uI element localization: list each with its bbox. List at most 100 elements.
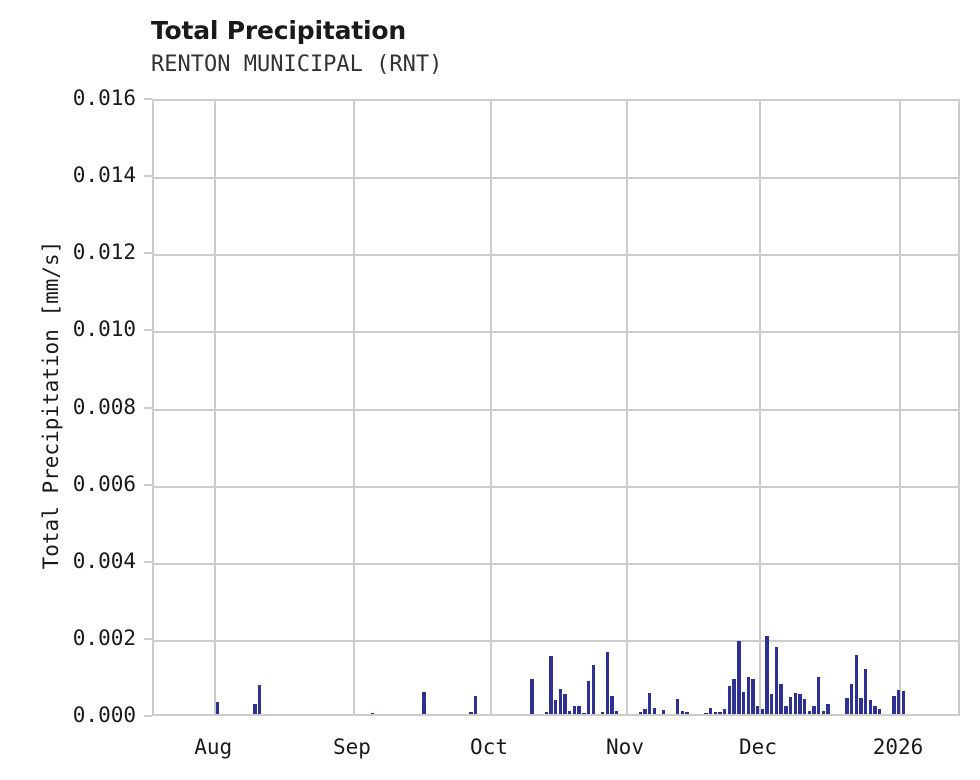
bar bbox=[713, 711, 718, 714]
bar bbox=[765, 635, 769, 714]
bar bbox=[553, 699, 558, 714]
bar bbox=[615, 711, 619, 714]
bar bbox=[845, 698, 849, 714]
y-axis-tick-mark bbox=[144, 98, 152, 100]
bar bbox=[469, 712, 473, 714]
gridline-vertical bbox=[352, 101, 355, 714]
bar bbox=[544, 712, 548, 714]
bar bbox=[530, 678, 534, 714]
gridline-horizontal bbox=[154, 562, 958, 565]
x-axis-tick-label: Nov bbox=[606, 735, 644, 759]
y-axis-tick-label: 0.014 bbox=[72, 163, 136, 188]
y-axis-tick-label: 0.008 bbox=[72, 394, 136, 419]
x-axis-tick-label: Dec bbox=[739, 735, 777, 759]
y-axis-tick-label: 0.016 bbox=[72, 86, 136, 110]
bar bbox=[370, 712, 375, 714]
bar bbox=[868, 699, 873, 714]
y-axis-tick-label: 0.012 bbox=[72, 240, 136, 265]
gridline-vertical bbox=[759, 101, 761, 714]
bar bbox=[685, 712, 689, 714]
bar bbox=[784, 705, 788, 714]
bar bbox=[821, 710, 826, 714]
bar bbox=[563, 693, 567, 714]
bar bbox=[610, 696, 614, 714]
gridline-vertical bbox=[899, 101, 902, 714]
bar bbox=[422, 692, 426, 714]
bar bbox=[582, 712, 586, 714]
bar bbox=[549, 656, 553, 714]
bar bbox=[788, 696, 793, 714]
bar bbox=[770, 693, 774, 714]
bar bbox=[774, 646, 779, 714]
gridline-vertical bbox=[626, 101, 628, 714]
y-axis-tick-mark bbox=[144, 483, 152, 486]
y-axis-tick-label: 0.010 bbox=[72, 317, 136, 342]
x-axis-tick-label: Aug bbox=[194, 735, 233, 759]
y-axis-tick-mark bbox=[144, 252, 152, 255]
bar bbox=[798, 694, 802, 714]
bar bbox=[760, 708, 765, 714]
bar bbox=[896, 689, 901, 714]
bar bbox=[652, 708, 656, 714]
gridline-horizontal bbox=[154, 485, 958, 488]
bar bbox=[859, 698, 863, 714]
bar bbox=[901, 691, 905, 714]
bar bbox=[849, 684, 854, 714]
bar bbox=[704, 712, 708, 714]
bar bbox=[723, 709, 727, 714]
bar bbox=[643, 709, 647, 714]
bar bbox=[779, 683, 783, 714]
y-axis-tick-mark bbox=[144, 329, 152, 332]
plot-area bbox=[152, 99, 960, 716]
plot-inner bbox=[154, 101, 958, 714]
gridline-vertical bbox=[214, 101, 217, 714]
y-axis-tick-label: 0.002 bbox=[72, 625, 136, 650]
bar bbox=[826, 703, 830, 714]
bar bbox=[746, 676, 750, 714]
bar bbox=[568, 710, 572, 714]
bar bbox=[605, 651, 609, 714]
bar bbox=[864, 669, 868, 714]
x-axis-tick-label: 2026 bbox=[872, 735, 924, 759]
y-axis-tick-mark bbox=[144, 406, 152, 409]
x-axis-tick-label: Oct bbox=[470, 735, 508, 759]
bar bbox=[741, 692, 746, 714]
gridline-vertical bbox=[490, 101, 493, 714]
y-axis-tick-label: 0.000 bbox=[72, 703, 136, 727]
bar bbox=[647, 692, 652, 714]
bar bbox=[878, 709, 882, 714]
bar bbox=[572, 705, 577, 714]
y-axis-tick-mark bbox=[144, 560, 152, 563]
bar bbox=[718, 712, 722, 714]
bar bbox=[802, 698, 807, 714]
bar bbox=[751, 678, 755, 714]
y-axis-tick-mark bbox=[144, 637, 152, 640]
bar bbox=[817, 676, 821, 714]
y-axis-tick-mark bbox=[144, 175, 152, 178]
y-axis-tick-label: 0.004 bbox=[72, 548, 136, 573]
chart-subtitle: RENTON MUNICIPAL (RNT) bbox=[151, 52, 443, 77]
gridline-horizontal bbox=[154, 254, 958, 257]
bar bbox=[600, 711, 605, 714]
bar bbox=[812, 705, 816, 714]
page-title: Total Precipitation bbox=[151, 16, 406, 45]
bar bbox=[474, 696, 478, 714]
bar bbox=[680, 710, 685, 714]
bar bbox=[793, 692, 797, 714]
bar bbox=[732, 678, 736, 714]
gridline-horizontal bbox=[154, 331, 958, 334]
bar bbox=[676, 698, 680, 714]
gridline-horizontal bbox=[154, 408, 958, 411]
bar bbox=[854, 655, 858, 714]
bar bbox=[638, 711, 642, 714]
bar bbox=[253, 703, 257, 714]
bar bbox=[807, 710, 811, 714]
bar bbox=[558, 688, 563, 714]
bar bbox=[577, 705, 581, 714]
bar bbox=[591, 664, 595, 714]
bar bbox=[755, 705, 760, 714]
bar bbox=[215, 702, 220, 714]
y-axis-tick-mark bbox=[144, 715, 152, 717]
bar bbox=[727, 685, 732, 714]
bar bbox=[258, 685, 262, 714]
